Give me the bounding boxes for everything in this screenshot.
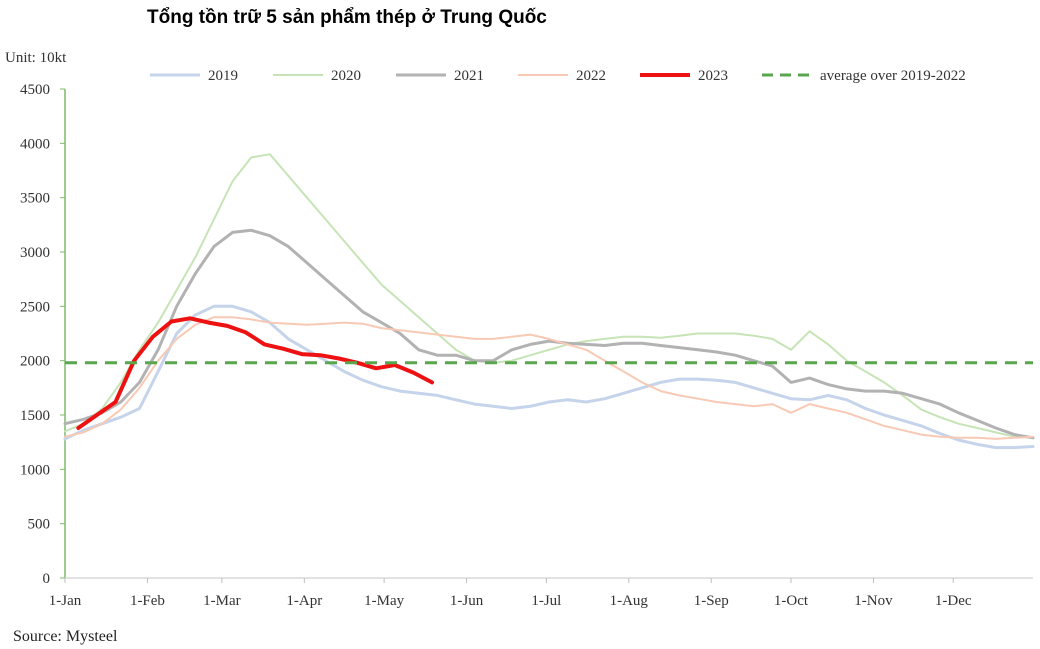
y-tick-label: 3500 [20, 191, 50, 207]
x-tick-label: 1-Apr [286, 593, 322, 609]
x-tick-label: 1-Oct [774, 593, 809, 609]
source-note: Source: Mysteel [13, 628, 118, 645]
x-tick-label: 1-Aug [610, 593, 649, 609]
y-tick-label: 1000 [20, 462, 50, 478]
x-tick-label: 1-Dec [935, 593, 972, 609]
series-line-2023 [76, 316, 434, 430]
x-tick-label: 1-Sep [694, 593, 729, 609]
x-tick-label: 1-Mar [203, 593, 241, 609]
y-tick-label: 4000 [20, 136, 50, 152]
legend-label: 2019 [208, 68, 238, 84]
legend-label: 2023 [698, 68, 728, 84]
unit-label: Unit: 10kt [5, 50, 67, 66]
x-axis: 1-Jan 1-Feb 1-Mar 1-Apr 1-May 1-Jun 1-Jul 1-Aug… [49, 577, 1033, 609]
series-line-2021 [63, 228, 1035, 440]
x-tick-label: 1-Jun [450, 593, 484, 609]
y-tick-label: 3000 [20, 245, 50, 261]
y-tick-label: 2500 [20, 299, 50, 315]
chart-title: Tổng tồn trữ 5 sản phẩm thép ở Trung Quố… [147, 7, 547, 28]
x-tick-label: 1-Nov [854, 593, 893, 609]
series-line-2019 [63, 304, 1035, 450]
legend-label: 2020 [331, 68, 361, 84]
x-tick-label: 1-Jan [49, 593, 82, 609]
legend-label: 2021 [454, 68, 484, 84]
x-tick-label: 1-May [364, 593, 404, 609]
series-line-2020 [64, 153, 1034, 439]
x-tick-label: 1-Feb [130, 593, 165, 609]
series-group [63, 153, 1035, 450]
legend-label: 2022 [576, 68, 606, 84]
legend-label: average over 2019-2022 [820, 68, 966, 84]
y-tick-label: 4500 [20, 82, 50, 98]
y-tick-label: 2000 [20, 354, 50, 370]
legend: 2019 2020 2021 2022 2023 average over 2019-20… [150, 68, 966, 84]
y-tick-label: 1500 [20, 408, 50, 424]
y-tick-label: 0 [43, 571, 51, 587]
series-line-2022 [64, 316, 1034, 440]
y-tick-label: 500 [28, 517, 51, 533]
x-tick-label: 1-Jul [531, 593, 561, 609]
y-axis: 0 500 1000 1500 2000 2500 3000 3500 4000 4500 [20, 82, 66, 587]
